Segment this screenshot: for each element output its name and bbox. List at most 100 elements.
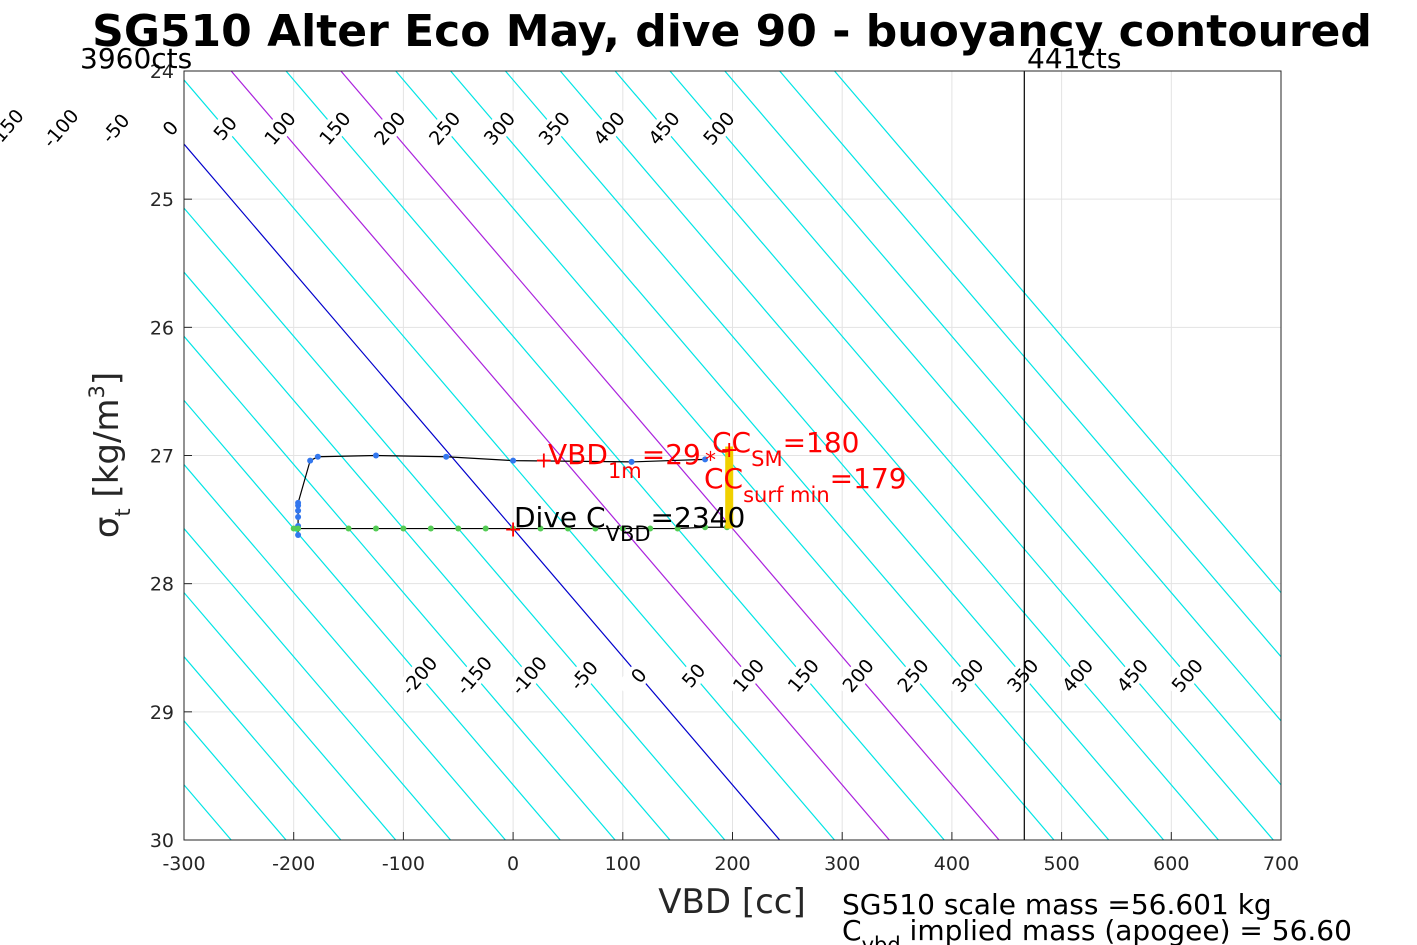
markers: ++ * +	[504, 438, 739, 542]
contour-label-bg	[451, 651, 497, 700]
series-point	[295, 499, 302, 506]
dive-c-vbd-annotation: Dive CVBD=2340	[514, 501, 745, 546]
series-point	[295, 514, 302, 521]
contour-line	[184, 463, 506, 840]
contour-line	[834, 71, 1281, 594]
contour-label-bg	[670, 651, 717, 700]
contour-label-bg	[92, 104, 138, 152]
contour-label-bg	[421, 104, 467, 152]
scale-mass-text: SG510 scale mass =56.601 kg	[842, 888, 1272, 921]
contour-label-bg	[780, 651, 826, 700]
y-axis-label: σt [kg/m3]	[85, 372, 135, 538]
contour-label-bg	[944, 651, 991, 700]
contour-line	[724, 71, 1281, 722]
contour-label-bg	[531, 104, 577, 152]
x-tick-label: 300	[824, 853, 860, 875]
series-point	[295, 531, 302, 538]
contour-label-bg	[396, 651, 442, 700]
marker: +	[535, 448, 553, 473]
marker: *	[705, 448, 716, 473]
contour-label-bg	[1164, 651, 1210, 700]
contour-label-top: -150	[0, 105, 29, 152]
y-tick-label: 24	[150, 61, 174, 83]
series-point	[510, 457, 517, 464]
cc-sm-annotation: CCSM=180	[712, 426, 859, 471]
axes	[183, 70, 1282, 841]
contour-line	[395, 71, 1055, 840]
implied-mass-text: Cvbd implied mass (apogee) = 56.60	[842, 914, 1352, 945]
contour-label-bg	[37, 104, 84, 152]
series-point	[372, 452, 379, 459]
contour-label-bg	[586, 104, 632, 152]
contour-label-bg	[835, 651, 881, 700]
contour-line	[285, 71, 945, 840]
series-point	[628, 458, 635, 465]
series-point	[647, 525, 654, 532]
x-tick-label: 400	[934, 853, 970, 875]
contour-label-bg	[999, 651, 1046, 700]
chart-title: SG510 Alter Eco May, dive 90 - buoyancy …	[92, 6, 1372, 57]
x-tick-label: 100	[605, 853, 641, 875]
x-tick-label: 500	[1043, 853, 1079, 875]
contour-label-bg	[0, 104, 29, 152]
cc-surf-min-annotation: CCsurf min=179	[704, 462, 907, 507]
contour-label-bg	[476, 104, 522, 152]
series-point	[314, 453, 321, 460]
contour-line	[340, 71, 1000, 840]
y-tick-label: 30	[150, 830, 174, 852]
x-tick-label: 200	[714, 853, 750, 875]
y-tick-label: 28	[150, 574, 174, 596]
series-point	[400, 525, 407, 532]
contour-label-bg	[257, 104, 303, 152]
contour-label-bg	[1109, 651, 1155, 700]
contour-line	[184, 399, 561, 840]
x-tick-label: 600	[1153, 853, 1189, 875]
y-tick-label: 26	[150, 317, 174, 339]
series-point	[307, 457, 314, 464]
series-point	[674, 525, 681, 532]
contour-line	[450, 71, 1110, 840]
y-tick-label: 29	[150, 702, 174, 724]
contour-line	[184, 271, 671, 840]
vbd-1m-annotation: VBD1m=29	[548, 438, 701, 483]
series-point	[592, 525, 599, 532]
series-point	[295, 525, 302, 532]
contour-label-bg	[311, 104, 358, 152]
x-tick-label: -100	[382, 853, 425, 875]
series-point	[702, 524, 709, 531]
x-axis-label: VBD [cc]	[658, 882, 806, 922]
right-counts-label: 441cts	[1027, 42, 1121, 75]
contour-label-bg	[1054, 651, 1100, 700]
contour-label-bg	[725, 651, 771, 700]
contour-line	[614, 71, 1274, 840]
contour-label-bg	[506, 651, 552, 700]
contour-line	[669, 71, 1281, 786]
contour-line	[184, 655, 342, 840]
contour-label-bg	[641, 104, 687, 152]
series-point	[702, 456, 709, 463]
contour-label-top: -100	[39, 105, 84, 152]
series-point	[290, 525, 297, 532]
contour-label-bg	[695, 104, 742, 152]
contour-line	[184, 143, 781, 840]
contour-line	[230, 71, 890, 840]
series-point	[455, 525, 462, 532]
x-tick-label: -300	[162, 853, 205, 875]
series-point	[345, 525, 352, 532]
contour-label-bg	[366, 104, 413, 152]
y-tick-label: 27	[150, 446, 174, 468]
series-point	[619, 525, 626, 532]
contour-label-bg	[890, 651, 936, 700]
contour-line	[184, 527, 452, 840]
x-tick-label: 0	[507, 853, 519, 875]
contour-line	[559, 71, 1219, 840]
series-point	[295, 507, 302, 514]
contour-label-bg	[147, 104, 193, 152]
contour-line	[184, 335, 616, 840]
marker: +	[504, 518, 522, 543]
left-counts-label: 3960cts	[80, 42, 192, 75]
series-point	[510, 525, 517, 532]
x-tick-labels: -300 -200 -100 0 100 200 300 400 500 600 700	[162, 853, 1299, 875]
series-point	[537, 525, 544, 532]
